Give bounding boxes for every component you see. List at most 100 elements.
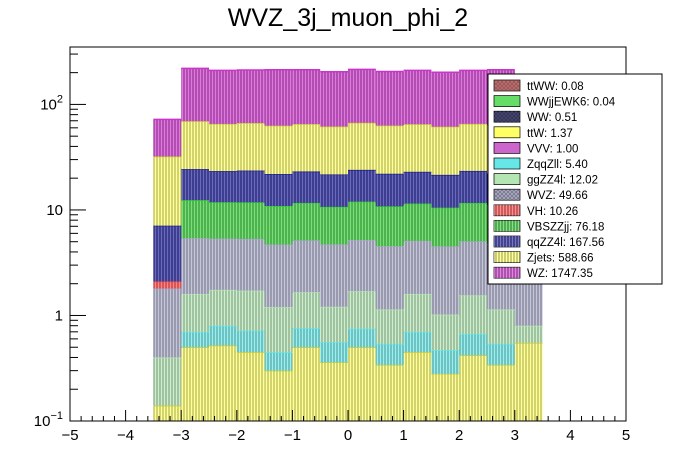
y-tick-label: 1 bbox=[55, 307, 63, 324]
legend-label: WZ: 1747.35 bbox=[527, 268, 593, 280]
bar-hatch bbox=[264, 125, 293, 175]
bar-hatch bbox=[514, 342, 543, 421]
bar-hatch bbox=[209, 345, 237, 421]
legend-swatch-hatch bbox=[494, 236, 520, 247]
chart-title: WVZ_3j_muon_phi_2 bbox=[228, 4, 468, 32]
bar-hatch bbox=[348, 169, 376, 202]
legend-label: ttW: 1.37 bbox=[527, 128, 573, 140]
bar-hatch bbox=[431, 246, 460, 315]
bar-hatch bbox=[320, 362, 348, 421]
bar-hatch bbox=[487, 309, 515, 344]
bar-hatch bbox=[459, 123, 487, 171]
legend-label: ttWW: 0.08 bbox=[527, 81, 584, 93]
x-tick-label: 1 bbox=[399, 427, 407, 444]
bar-hatch bbox=[431, 174, 460, 208]
bar-hatch bbox=[264, 352, 293, 371]
legend-entry: WWjjEWK6: 0.04 bbox=[493, 95, 616, 109]
legend-label: VBSZZjj: 76.18 bbox=[527, 221, 604, 233]
bar-hatch bbox=[375, 125, 404, 174]
bar-hatch bbox=[236, 290, 265, 331]
bar-hatch bbox=[181, 121, 209, 170]
legend-swatch-hatch bbox=[494, 80, 520, 91]
legend-label: WWjjEWK6: 0.04 bbox=[527, 97, 616, 109]
bar-hatch bbox=[320, 126, 348, 175]
bar-hatch bbox=[153, 156, 182, 226]
bar-hatch bbox=[403, 293, 432, 332]
bar-hatch bbox=[181, 68, 209, 122]
legend-entry: ggZZ4l: 12.02 bbox=[493, 173, 598, 187]
legend-swatch bbox=[493, 126, 521, 139]
bar-hatch bbox=[181, 331, 209, 348]
bar-hatch bbox=[292, 171, 321, 203]
bar-hatch bbox=[181, 238, 209, 294]
bar-hatch bbox=[236, 123, 265, 171]
legend-label: VVV: 1.00 bbox=[527, 143, 578, 155]
bar-hatch bbox=[292, 69, 321, 125]
bar-hatch bbox=[236, 70, 265, 124]
legend-swatch-hatch bbox=[494, 267, 520, 279]
legend-label: ggZZ4l: 12.02 bbox=[527, 175, 598, 187]
bar-hatch bbox=[264, 69, 293, 126]
bar-hatch bbox=[181, 169, 209, 201]
bar-hatch bbox=[264, 244, 293, 308]
bar-hatch bbox=[459, 241, 487, 296]
bar-hatch bbox=[292, 328, 321, 348]
bar-hatch bbox=[292, 347, 321, 421]
legend-entry: WW: 0.51 bbox=[493, 110, 577, 124]
bar-hatch bbox=[459, 295, 487, 334]
legend-entry: qqZZ4l: 167.56 bbox=[493, 235, 604, 249]
bar-hatch bbox=[320, 306, 348, 343]
bar-hatch bbox=[320, 342, 348, 363]
bar-hatch bbox=[264, 370, 293, 421]
bar-hatch bbox=[459, 70, 487, 124]
bar-hatch bbox=[320, 244, 348, 307]
bar-hatch bbox=[181, 200, 209, 239]
bar-hatch bbox=[209, 289, 237, 326]
series-zjets bbox=[153, 342, 543, 421]
bar-hatch bbox=[348, 291, 376, 329]
legend: ttWW: 0.08 WWjjEWK6: 0.04 WW: 0.51 ttW: 1.3… bbox=[487, 73, 663, 285]
bar-hatch bbox=[459, 170, 487, 203]
bar-hatch bbox=[487, 364, 515, 421]
legend-entry: ttWW: 0.08 bbox=[493, 79, 584, 93]
bar-hatch bbox=[236, 202, 265, 239]
bar-hatch bbox=[236, 238, 265, 291]
bar-hatch bbox=[375, 343, 404, 365]
y-tick-label: 102 bbox=[40, 93, 63, 113]
legend-swatch bbox=[493, 142, 521, 154]
bar-hatch bbox=[348, 347, 376, 421]
bar-hatch bbox=[431, 350, 460, 374]
bar-hatch bbox=[487, 343, 515, 365]
legend-label: Zjets: 588.66 bbox=[527, 253, 593, 265]
y-tick-label: 10−1 bbox=[34, 410, 63, 430]
bar-hatch bbox=[348, 328, 376, 348]
legend-swatch bbox=[493, 95, 521, 107]
x-tick-label: −3 bbox=[173, 427, 190, 444]
bar-hatch bbox=[264, 205, 293, 245]
legend-entry: ZqqZll: 5.40 bbox=[493, 157, 588, 171]
bar-hatch bbox=[153, 281, 182, 289]
legend-label: WW: 0.51 bbox=[527, 112, 577, 124]
legend-swatch-hatch bbox=[494, 251, 520, 263]
bar-hatch bbox=[375, 246, 404, 310]
legend-label: ZqqZll: 5.40 bbox=[527, 159, 588, 171]
bar-hatch bbox=[236, 330, 265, 353]
legend-entry: VH: 10.26 bbox=[493, 204, 578, 218]
bar-hatch bbox=[153, 357, 182, 406]
bar-hatch bbox=[292, 124, 321, 172]
bar-hatch bbox=[431, 207, 460, 247]
stacked-bars bbox=[153, 67, 543, 421]
bar-hatch bbox=[431, 314, 460, 351]
bar-hatch bbox=[375, 206, 404, 247]
bar-hatch bbox=[375, 309, 404, 344]
legend-swatch bbox=[493, 173, 521, 185]
bar-hatch bbox=[403, 70, 432, 125]
legend-entry: WVZ: 49.66 bbox=[493, 188, 588, 202]
x-tick-label: 4 bbox=[566, 427, 574, 444]
bar-hatch bbox=[514, 325, 543, 343]
axes: −5 −4 −3 −2 −1 0 1 2 3 4 5 10−1 1 10 102 bbox=[34, 53, 630, 444]
bar-hatch bbox=[375, 71, 404, 126]
bar-hatch bbox=[209, 325, 237, 346]
bar-hatch bbox=[320, 71, 348, 127]
